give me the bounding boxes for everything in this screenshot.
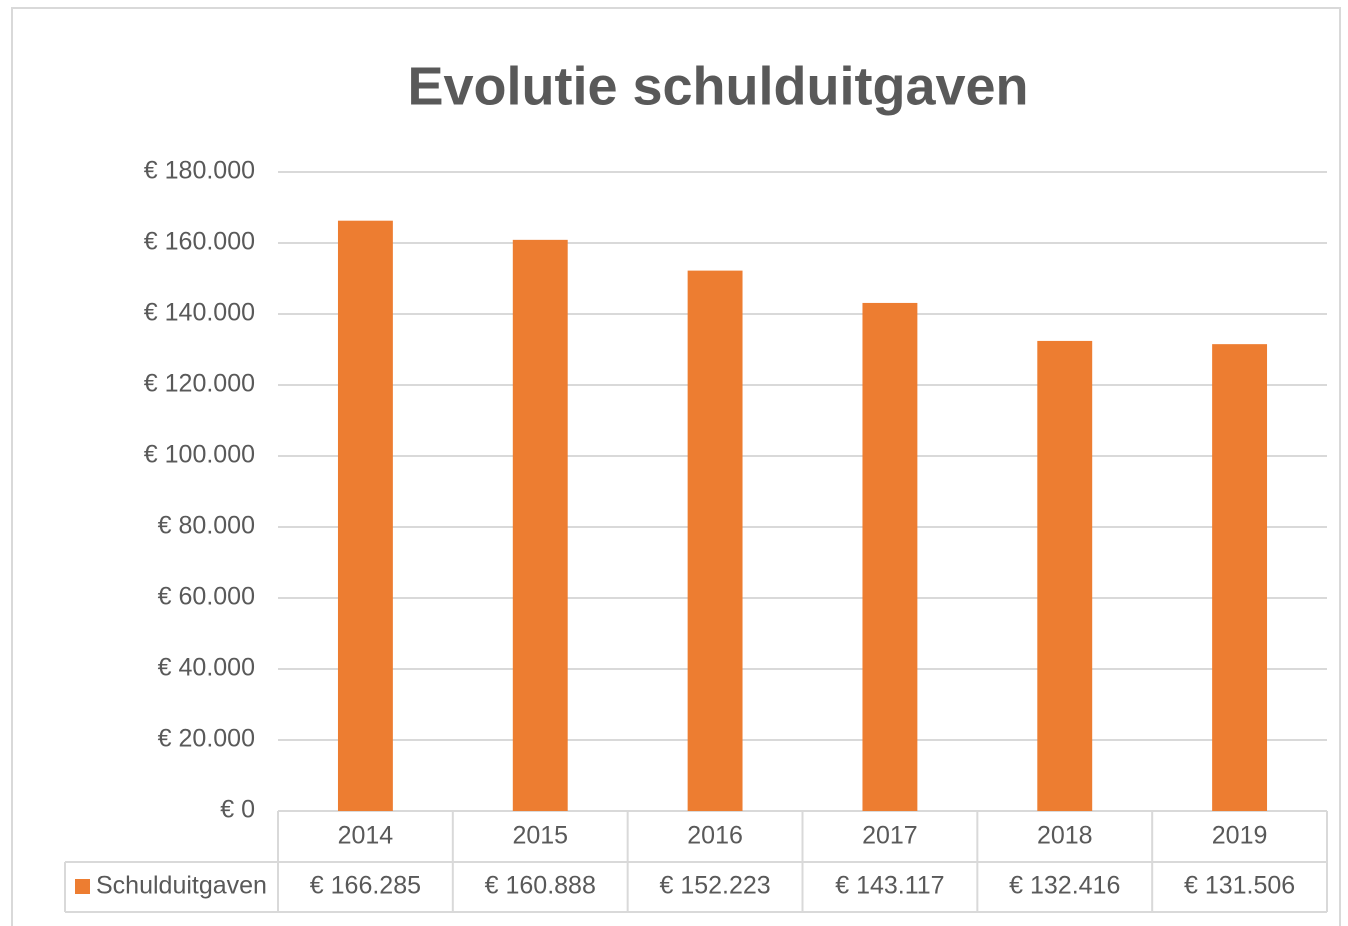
bar: [862, 302, 918, 811]
x-tick-label: 2015: [512, 822, 568, 850]
y-tick-label: € 40.000: [158, 654, 255, 682]
y-tick-label: € 20.000: [158, 725, 255, 753]
legend-label: Schulduitgaven: [96, 872, 267, 900]
bar: [337, 220, 393, 812]
table-value: € 131.506: [1184, 872, 1295, 900]
table-value: € 160.888: [485, 872, 596, 900]
table-value: € 152.223: [659, 872, 770, 900]
table-value: € 132.416: [1009, 872, 1120, 900]
bar: [687, 270, 743, 811]
y-tick-label: € 120.000: [144, 370, 255, 398]
x-tick-label: 2019: [1212, 822, 1268, 850]
x-tick-label: 2017: [862, 822, 918, 850]
table-value: € 143.117: [835, 872, 944, 900]
legend-marker: [75, 879, 90, 894]
y-tick-label: € 180.000: [144, 157, 255, 185]
bar: [512, 239, 568, 811]
bar: [1212, 344, 1268, 811]
y-tick-label: € 80.000: [158, 512, 255, 540]
y-tick-label: € 140.000: [144, 299, 255, 327]
x-tick-label: 2014: [338, 822, 394, 850]
bar: [1037, 340, 1093, 811]
chart-frame: [11, 7, 1341, 926]
y-tick-label: € 100.000: [144, 441, 255, 469]
y-tick-label: € 60.000: [158, 583, 255, 611]
y-tick-label: € 0: [220, 796, 255, 824]
x-tick-label: 2018: [1037, 822, 1093, 850]
y-tick-label: € 160.000: [144, 228, 255, 256]
x-tick-label: 2016: [687, 822, 743, 850]
chart-title: Evolutie schulduitgaven: [407, 56, 1028, 116]
table-value: € 166.285: [310, 872, 421, 900]
